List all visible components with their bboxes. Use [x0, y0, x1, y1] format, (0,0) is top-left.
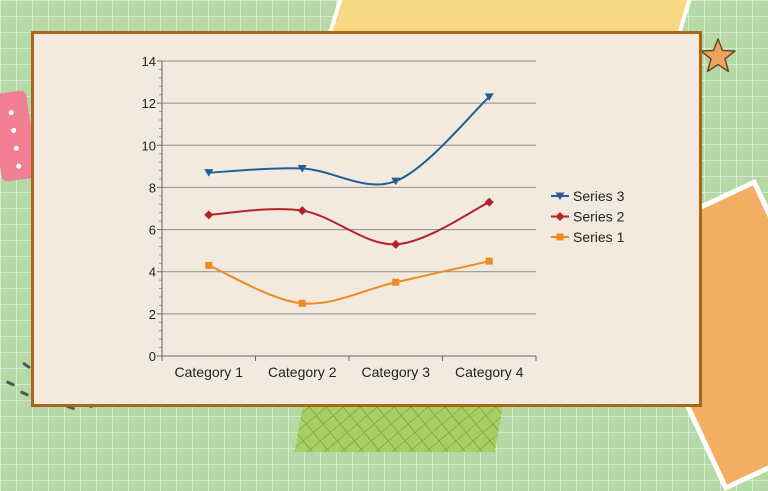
y-tick-label: 2	[149, 307, 156, 322]
series-2-point	[484, 197, 494, 207]
y-tick-label: 12	[142, 96, 156, 111]
y-tick-label: 0	[149, 349, 156, 364]
series-1-point	[485, 257, 493, 265]
series-3-line	[208, 96, 490, 186]
y-tick-label: 8	[149, 180, 156, 195]
series-1-point	[298, 299, 306, 307]
series-1-line	[208, 260, 490, 305]
series-2-point	[204, 210, 214, 220]
series-3-legend-label: Series 3	[573, 188, 625, 204]
y-tick-label: 14	[142, 54, 156, 69]
series-2-legend-label: Series 2	[573, 209, 625, 225]
y-tick-label: 10	[142, 138, 156, 153]
line-chart: 0 2 4 6 8 10 12 14 Category 1 Category 2 Category …	[142, 54, 625, 380]
series-3-legend-marker	[555, 192, 565, 200]
series-2-line	[208, 201, 490, 246]
x-tick-label: Category 1	[175, 364, 244, 380]
y-tick-label: 4	[149, 265, 156, 280]
series-1-legend-marker	[556, 233, 564, 241]
chart-panel	[31, 31, 702, 407]
x-tick-label: Category 4	[455, 364, 524, 380]
axes: 0 2 4 6 8 10 12 14 Category 1 Category 2 Category …	[142, 54, 537, 380]
x-tick-label: Category 3	[362, 364, 431, 380]
y-tick-label: 6	[149, 223, 156, 238]
star-icon	[700, 38, 736, 73]
series-2-point	[391, 239, 401, 249]
series-lines	[204, 93, 494, 307]
series-2-legend-marker	[555, 212, 565, 221]
legend: Series 3 Series 2 Series 1	[551, 188, 625, 245]
series-1-point	[205, 261, 213, 269]
series-3-point	[391, 177, 401, 186]
series-1-legend-label: Series 1	[573, 229, 625, 245]
gridlines	[162, 60, 536, 315]
series-1-point	[392, 278, 400, 286]
series-2-point	[297, 206, 307, 216]
x-tick-label: Category 2	[268, 364, 337, 380]
series-3-point	[204, 169, 214, 177]
series-3-point	[297, 164, 307, 173]
series-3-point	[484, 93, 494, 101]
